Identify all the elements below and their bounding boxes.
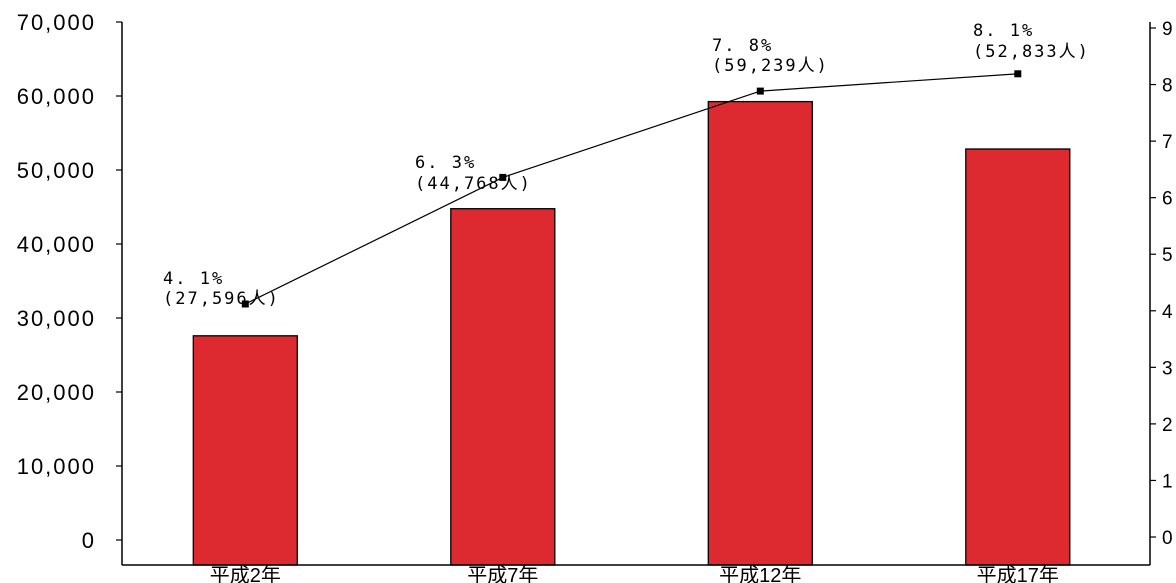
line-point-1 xyxy=(241,300,249,308)
right-axis-tick-label: 6 xyxy=(1162,189,1173,210)
data-label-count: (59,239人) xyxy=(712,56,829,76)
data-label-percent: 7. 8% xyxy=(712,36,773,56)
axes xyxy=(116,21,1156,566)
line-point-4 xyxy=(1014,70,1022,78)
data-label-count: (27,596人) xyxy=(163,289,280,309)
left-axis-tick-label: 30,000 xyxy=(17,306,96,331)
data-label-percent: 8. 1% xyxy=(973,21,1034,41)
category-label: 平成17年 xyxy=(977,564,1059,583)
bar-category-1 xyxy=(192,335,298,566)
bar-category-4 xyxy=(965,148,1071,566)
left-axis-tick-label: 40,000 xyxy=(17,232,96,257)
right-axis-tick-label: 2 xyxy=(1162,415,1173,436)
right-axis-tick-label: 7 xyxy=(1162,132,1173,153)
line-path xyxy=(245,73,1018,305)
bar-series xyxy=(192,100,1071,566)
line-series xyxy=(241,70,1022,308)
data-label-percent: 4. 1% xyxy=(163,269,224,289)
right-axis-tick-label: 8 xyxy=(1162,76,1173,97)
bar-category-3 xyxy=(707,100,813,566)
data-label-count: (52,833人) xyxy=(973,42,1090,62)
bar-category-2 xyxy=(450,208,556,566)
left-axis-tick-label: 10,000 xyxy=(17,454,96,479)
data-label-percent: 6. 3% xyxy=(415,153,476,173)
right-axis-tick-label: 1 xyxy=(1162,471,1173,492)
right-axis-tick-label: 9 xyxy=(1162,19,1173,40)
category-label: 平成2年 xyxy=(210,564,281,583)
left-axis-tick-label: 50,000 xyxy=(17,158,96,183)
data-label-count: (44,768人) xyxy=(415,174,532,194)
category-label: 平成7年 xyxy=(467,564,538,583)
left-axis-tick-label: 20,000 xyxy=(17,380,96,405)
left-axis-tick-label: 70,000 xyxy=(17,10,96,35)
right-axis-tick-label: 5 xyxy=(1162,245,1173,266)
right-axis-tick-label: 3 xyxy=(1162,358,1173,379)
right-axis-tick-label: 0 xyxy=(1162,528,1173,549)
line-point-2 xyxy=(499,173,507,181)
left-axis-tick-label: 60,000 xyxy=(17,84,96,109)
right-axis-tick-label: 4 xyxy=(1162,302,1173,323)
left-axis-tick-label: 0 xyxy=(82,528,96,553)
chart-labels: 0 10,000 20,000 30,000 40,000 50,000 60,000 70,… xyxy=(17,10,1173,583)
category-label: 平成12年 xyxy=(719,564,801,583)
line-point-3 xyxy=(756,87,764,95)
